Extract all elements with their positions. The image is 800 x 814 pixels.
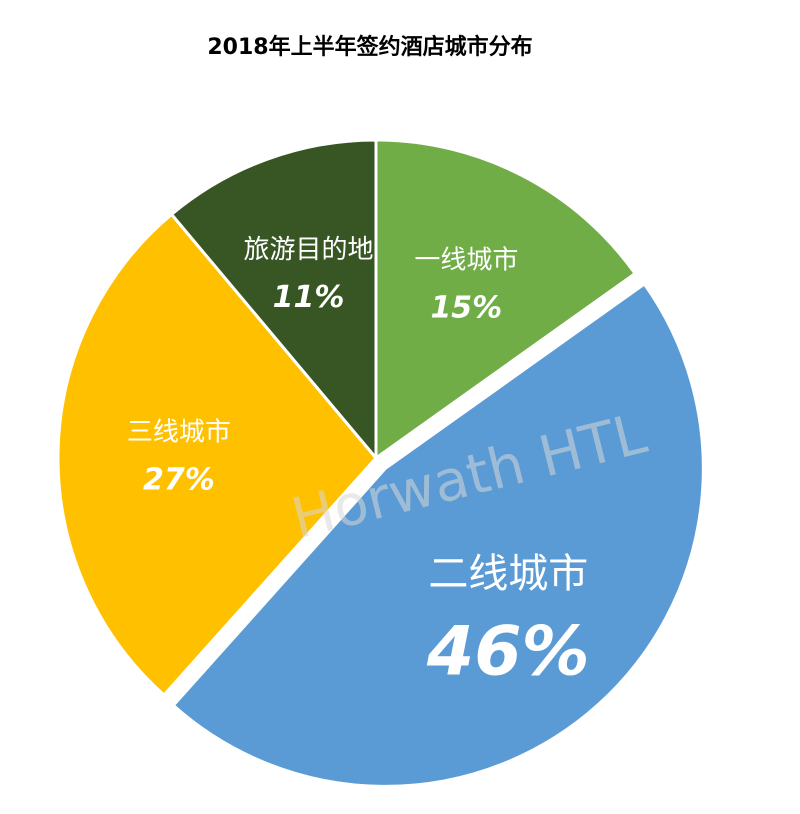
value-label: 15% <box>430 290 502 325</box>
slice-label: 旅游目的地 <box>244 235 374 265</box>
pie-slice <box>169 138 378 463</box>
slice-label: 三线城市 <box>127 417 231 447</box>
labels: 一线城市 15% 二线城市 46% 三线城市 27% 旅游目的地 11% <box>127 235 590 691</box>
value-label: 11% <box>273 280 345 315</box>
pie <box>56 138 705 788</box>
pie-slice <box>374 138 638 461</box>
chart-title: 2018年上半年签约酒店城市分布 <box>207 34 532 60</box>
slice-label: 二线城市 <box>428 551 588 597</box>
slice-label: 一线城市 <box>414 245 518 275</box>
value-label: 27% <box>143 462 215 497</box>
pie-slice <box>171 281 705 788</box>
value-label: 46% <box>426 612 590 691</box>
pie-slice <box>56 212 378 698</box>
